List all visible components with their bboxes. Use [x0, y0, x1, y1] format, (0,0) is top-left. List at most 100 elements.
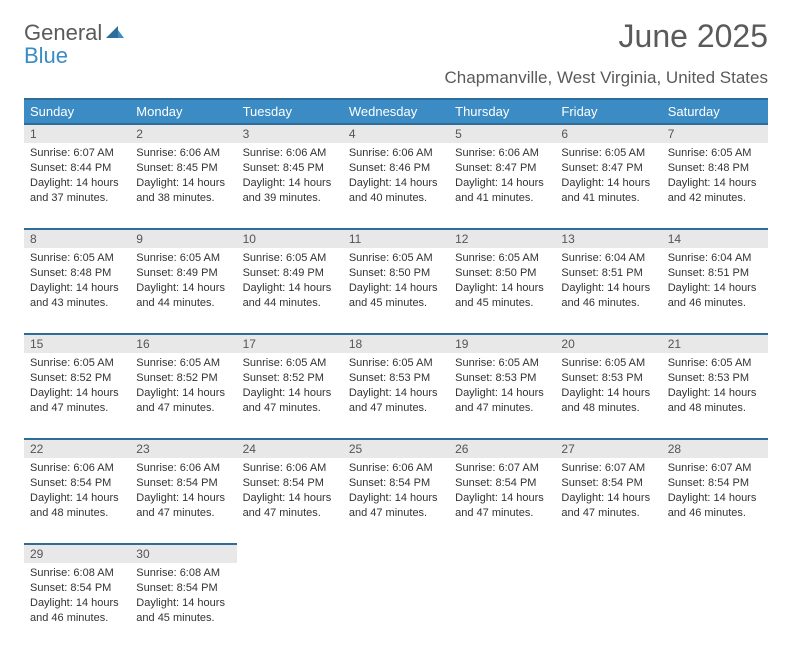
day-number: 16 — [130, 334, 236, 353]
sunset-text: Sunset: 8:49 PM — [243, 266, 337, 281]
sunset-text: Sunset: 8:51 PM — [561, 266, 655, 281]
sunset-text: Sunset: 8:54 PM — [136, 476, 230, 491]
daylight-text: Daylight: 14 hours and 47 minutes. — [136, 491, 230, 521]
day-number: 8 — [24, 229, 130, 248]
day-cell: Sunrise: 6:06 AMSunset: 8:54 PMDaylight:… — [130, 458, 236, 544]
sunrise-text: Sunrise: 6:05 AM — [455, 356, 549, 371]
location-subtitle: Chapmanville, West Virginia, United Stat… — [24, 68, 768, 88]
sunset-text: Sunset: 8:48 PM — [30, 266, 124, 281]
day-number: 3 — [237, 124, 343, 143]
day-number: 22 — [24, 439, 130, 458]
daylight-text: Daylight: 14 hours and 48 minutes. — [561, 386, 655, 416]
sunrise-text: Sunrise: 6:06 AM — [243, 146, 337, 161]
day-number — [662, 544, 768, 563]
weekday-header: Saturday — [662, 99, 768, 124]
weekday-header: Sunday — [24, 99, 130, 124]
daylight-text: Daylight: 14 hours and 45 minutes. — [455, 281, 549, 311]
daylight-text: Daylight: 14 hours and 47 minutes. — [349, 491, 443, 521]
day-number: 24 — [237, 439, 343, 458]
sunrise-text: Sunrise: 6:05 AM — [136, 356, 230, 371]
sunset-text: Sunset: 8:48 PM — [668, 161, 762, 176]
day-number: 11 — [343, 229, 449, 248]
day-number: 29 — [24, 544, 130, 563]
day-number: 27 — [555, 439, 661, 458]
day-number: 15 — [24, 334, 130, 353]
day-number: 7 — [662, 124, 768, 143]
daylight-text: Daylight: 14 hours and 48 minutes. — [30, 491, 124, 521]
day-number — [555, 544, 661, 563]
daylight-text: Daylight: 14 hours and 41 minutes. — [455, 176, 549, 206]
daylight-text: Daylight: 14 hours and 42 minutes. — [668, 176, 762, 206]
sunrise-text: Sunrise: 6:07 AM — [668, 461, 762, 476]
sunrise-text: Sunrise: 6:05 AM — [349, 356, 443, 371]
day-cell: Sunrise: 6:07 AMSunset: 8:54 PMDaylight:… — [449, 458, 555, 544]
day-cell: Sunrise: 6:07 AMSunset: 8:54 PMDaylight:… — [555, 458, 661, 544]
weekday-header: Thursday — [449, 99, 555, 124]
daynum-row: 1234567 — [24, 124, 768, 143]
logo-sail-icon — [104, 24, 124, 45]
day-number — [237, 544, 343, 563]
daylight-text: Daylight: 14 hours and 47 minutes. — [349, 386, 443, 416]
sunrise-text: Sunrise: 6:06 AM — [136, 461, 230, 476]
calendar-table: Sunday Monday Tuesday Wednesday Thursday… — [24, 98, 768, 649]
content-row: Sunrise: 6:05 AMSunset: 8:52 PMDaylight:… — [24, 353, 768, 439]
day-number: 2 — [130, 124, 236, 143]
day-number: 6 — [555, 124, 661, 143]
day-cell: Sunrise: 6:05 AMSunset: 8:48 PMDaylight:… — [24, 248, 130, 334]
day-number: 9 — [130, 229, 236, 248]
day-cell: Sunrise: 6:05 AMSunset: 8:50 PMDaylight:… — [343, 248, 449, 334]
day-cell: Sunrise: 6:04 AMSunset: 8:51 PMDaylight:… — [662, 248, 768, 334]
day-cell: Sunrise: 6:06 AMSunset: 8:45 PMDaylight:… — [237, 143, 343, 229]
weekday-header: Friday — [555, 99, 661, 124]
day-cell: Sunrise: 6:05 AMSunset: 8:52 PMDaylight:… — [237, 353, 343, 439]
day-number: 4 — [343, 124, 449, 143]
daylight-text: Daylight: 14 hours and 44 minutes. — [243, 281, 337, 311]
sunset-text: Sunset: 8:52 PM — [136, 371, 230, 386]
day-cell: Sunrise: 6:05 AMSunset: 8:53 PMDaylight:… — [662, 353, 768, 439]
sunrise-text: Sunrise: 6:05 AM — [30, 356, 124, 371]
sunset-text: Sunset: 8:53 PM — [561, 371, 655, 386]
content-row: Sunrise: 6:05 AM Sunset: 8:48 PM Daylight:… — [24, 248, 768, 334]
day-cell: Sunrise: 6:05 AMSunset: 8:49 PMDaylight:… — [130, 248, 236, 334]
day-number: 20 — [555, 334, 661, 353]
logo: General Blue — [24, 22, 124, 68]
sunset-text: Sunset: 8:51 PM — [668, 266, 762, 281]
daylight-text: Daylight: 14 hours and 46 minutes. — [668, 491, 762, 521]
day-number: 19 — [449, 334, 555, 353]
day-number: 17 — [237, 334, 343, 353]
day-cell: Sunrise: 6:05 AMSunset: 8:53 PMDaylight:… — [343, 353, 449, 439]
sunset-text: Sunset: 8:45 PM — [243, 161, 337, 176]
content-row: Sunrise: 6:07 AMSunset: 8:44 PMDaylight:… — [24, 143, 768, 229]
sunset-text: Sunset: 8:54 PM — [30, 581, 124, 596]
day-number: 5 — [449, 124, 555, 143]
day-cell — [449, 563, 555, 649]
sunset-text: Sunset: 8:50 PM — [349, 266, 443, 281]
day-cell — [662, 563, 768, 649]
daylight-text: Daylight: 14 hours and 47 minutes. — [561, 491, 655, 521]
sunset-text: Sunset: 8:54 PM — [30, 476, 124, 491]
day-number: 23 — [130, 439, 236, 458]
sunset-text: Sunset: 8:47 PM — [455, 161, 549, 176]
sunrise-text: Sunrise: 6:05 AM — [243, 251, 337, 266]
day-number — [449, 544, 555, 563]
day-cell: Sunrise: 6:05 AMSunset: 8:47 PMDaylight:… — [555, 143, 661, 229]
day-cell: Sunrise: 6:05 AMSunset: 8:52 PMDaylight:… — [24, 353, 130, 439]
sunset-text: Sunset: 8:54 PM — [561, 476, 655, 491]
sunrise-text: Sunrise: 6:06 AM — [349, 461, 443, 476]
content-row: Sunrise: 6:06 AMSunset: 8:54 PMDaylight:… — [24, 458, 768, 544]
day-number: 1 — [24, 124, 130, 143]
daynum-row: 15161718192021 — [24, 334, 768, 353]
sunrise-text: Sunrise: 6:07 AM — [30, 146, 124, 161]
sunrise-text: Sunrise: 6:05 AM — [561, 356, 655, 371]
day-cell: Sunrise: 6:05 AMSunset: 8:50 PMDaylight:… — [449, 248, 555, 334]
day-number: 21 — [662, 334, 768, 353]
daylight-text: Daylight: 14 hours and 39 minutes. — [243, 176, 337, 206]
daylight-text: Daylight: 14 hours and 41 minutes. — [561, 176, 655, 206]
sunrise-text: Sunrise: 6:05 AM — [243, 356, 337, 371]
sunrise-text: Sunrise: 6:06 AM — [136, 146, 230, 161]
logo-word1: General — [24, 20, 102, 45]
sunset-text: Sunset: 8:54 PM — [243, 476, 337, 491]
daynum-row: 891011121314 — [24, 229, 768, 248]
day-number: 18 — [343, 334, 449, 353]
day-cell: Sunrise: 6:05 AMSunset: 8:48 PMDaylight:… — [662, 143, 768, 229]
